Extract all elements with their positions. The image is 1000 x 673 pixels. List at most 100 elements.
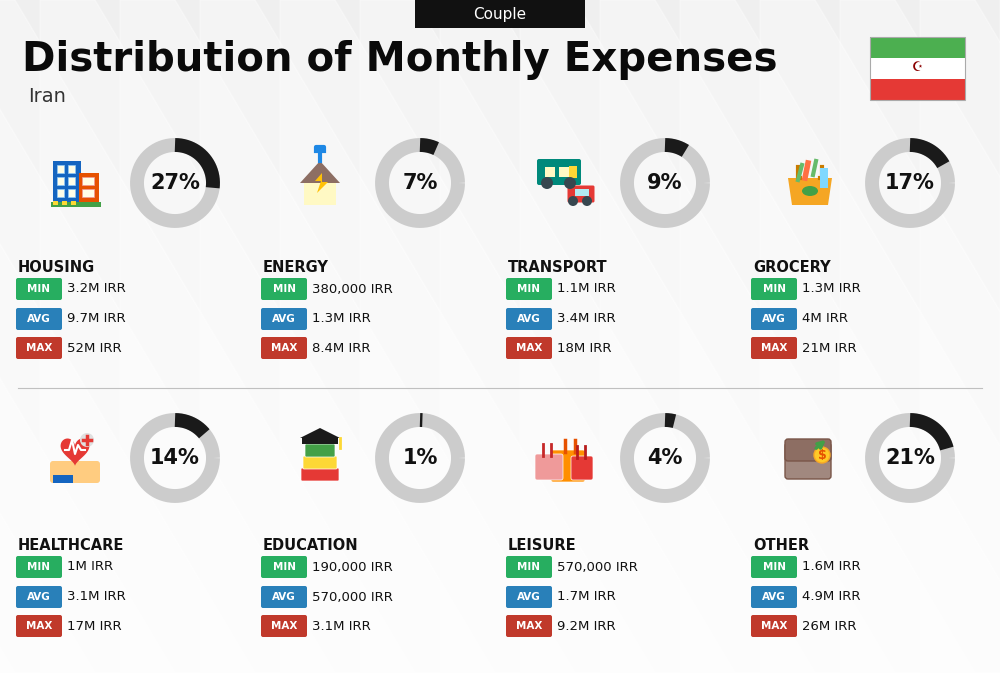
Text: HEALTHCARE: HEALTHCARE: [18, 538, 124, 553]
FancyBboxPatch shape: [751, 308, 797, 330]
Text: MIN: MIN: [763, 284, 786, 294]
Text: AVG: AVG: [272, 314, 296, 324]
Text: 3.4M IRR: 3.4M IRR: [557, 312, 616, 326]
Text: MIN: MIN: [763, 562, 786, 572]
Bar: [53, 161, 81, 205]
Text: 570,000 IRR: 570,000 IRR: [312, 590, 393, 604]
FancyBboxPatch shape: [506, 556, 552, 578]
Text: ☪: ☪: [912, 61, 923, 74]
Text: MAX: MAX: [761, 621, 787, 631]
FancyBboxPatch shape: [785, 443, 831, 479]
Bar: [559, 167, 569, 177]
FancyBboxPatch shape: [506, 337, 552, 359]
FancyBboxPatch shape: [751, 556, 797, 578]
Bar: [62, 201, 67, 205]
Text: 570,000 IRR: 570,000 IRR: [557, 561, 638, 573]
FancyBboxPatch shape: [751, 615, 797, 637]
Text: Couple: Couple: [473, 7, 527, 22]
Text: GROCERY: GROCERY: [753, 260, 831, 275]
Text: 380,000 IRR: 380,000 IRR: [312, 283, 393, 295]
FancyBboxPatch shape: [305, 444, 335, 457]
Text: MIN: MIN: [272, 284, 296, 294]
FancyBboxPatch shape: [261, 337, 307, 359]
Text: MAX: MAX: [271, 621, 297, 631]
Bar: [79, 173, 99, 205]
Bar: [82, 177, 94, 185]
Text: MAX: MAX: [26, 621, 52, 631]
Text: MAX: MAX: [271, 343, 297, 353]
FancyBboxPatch shape: [506, 308, 552, 330]
Text: 3.1M IRR: 3.1M IRR: [312, 620, 371, 633]
Bar: [53, 475, 73, 483]
Bar: [82, 189, 94, 197]
Text: MIN: MIN: [518, 284, 540, 294]
Text: 3.2M IRR: 3.2M IRR: [67, 283, 126, 295]
FancyBboxPatch shape: [16, 615, 62, 637]
Text: AVG: AVG: [762, 592, 786, 602]
Text: 1.3M IRR: 1.3M IRR: [312, 312, 371, 326]
Text: 7%: 7%: [402, 173, 438, 193]
Text: ENERGY: ENERGY: [263, 260, 329, 275]
Bar: [57, 189, 64, 197]
Text: OTHER: OTHER: [753, 538, 809, 553]
FancyBboxPatch shape: [16, 337, 62, 359]
Bar: [68, 189, 75, 197]
Text: TRANSPORT: TRANSPORT: [508, 260, 608, 275]
FancyBboxPatch shape: [50, 461, 100, 483]
Polygon shape: [300, 428, 340, 438]
FancyBboxPatch shape: [506, 586, 552, 608]
Circle shape: [814, 447, 830, 463]
Circle shape: [80, 433, 94, 447]
Text: 1.6M IRR: 1.6M IRR: [802, 561, 861, 573]
Text: 26M IRR: 26M IRR: [802, 620, 856, 633]
FancyBboxPatch shape: [16, 556, 62, 578]
Text: MAX: MAX: [761, 343, 787, 353]
Text: MAX: MAX: [516, 343, 542, 353]
Text: AVG: AVG: [517, 314, 541, 324]
Ellipse shape: [802, 186, 818, 196]
Text: AVG: AVG: [272, 592, 296, 602]
Bar: [569, 166, 577, 178]
Text: 3.1M IRR: 3.1M IRR: [67, 590, 126, 604]
Polygon shape: [53, 466, 97, 480]
FancyBboxPatch shape: [537, 159, 581, 185]
Text: 21%: 21%: [885, 448, 935, 468]
Circle shape: [541, 177, 553, 189]
Text: AVG: AVG: [762, 314, 786, 324]
Text: LEISURE: LEISURE: [508, 538, 577, 553]
Circle shape: [564, 177, 576, 189]
Text: 1.1M IRR: 1.1M IRR: [557, 283, 616, 295]
Text: 21M IRR: 21M IRR: [802, 341, 857, 355]
Circle shape: [582, 196, 592, 206]
Bar: [870, 58, 965, 79]
Text: 14%: 14%: [150, 448, 200, 468]
Text: 9.7M IRR: 9.7M IRR: [67, 312, 126, 326]
Bar: [68, 177, 75, 185]
FancyBboxPatch shape: [16, 586, 62, 608]
Text: 52M IRR: 52M IRR: [67, 341, 122, 355]
Text: 4M IRR: 4M IRR: [802, 312, 848, 326]
FancyBboxPatch shape: [551, 450, 585, 482]
FancyBboxPatch shape: [751, 278, 797, 300]
Text: HOUSING: HOUSING: [18, 260, 95, 275]
FancyBboxPatch shape: [16, 278, 62, 300]
FancyBboxPatch shape: [261, 586, 307, 608]
Text: MIN: MIN: [518, 562, 540, 572]
Text: AVG: AVG: [27, 314, 51, 324]
Bar: [545, 167, 555, 177]
Text: 1M IRR: 1M IRR: [67, 561, 113, 573]
Text: MAX: MAX: [26, 343, 52, 353]
FancyBboxPatch shape: [301, 468, 339, 481]
Text: AVG: AVG: [517, 592, 541, 602]
Bar: [71, 201, 76, 205]
FancyBboxPatch shape: [16, 308, 62, 330]
FancyBboxPatch shape: [568, 186, 594, 203]
Text: 4%: 4%: [647, 448, 683, 468]
Bar: [57, 165, 64, 173]
Text: 9.2M IRR: 9.2M IRR: [557, 620, 616, 633]
Text: 27%: 27%: [150, 173, 200, 193]
Text: 17%: 17%: [885, 173, 935, 193]
Text: 8.4M IRR: 8.4M IRR: [312, 341, 370, 355]
FancyBboxPatch shape: [785, 439, 831, 461]
FancyBboxPatch shape: [261, 556, 307, 578]
